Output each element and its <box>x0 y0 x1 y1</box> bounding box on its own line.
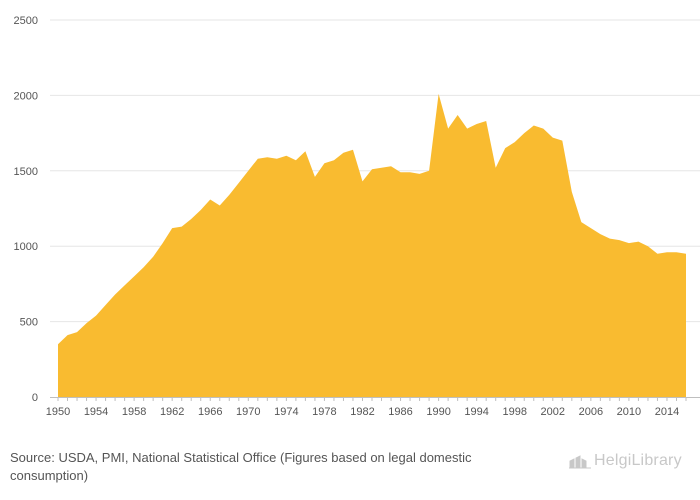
x-tick-label: 2010 <box>617 406 641 418</box>
x-tick-label: 2014 <box>655 406 679 418</box>
x-tick-label: 1950 <box>46 406 70 418</box>
y-tick-label: 2000 <box>14 90 38 102</box>
source-text: USDA, PMI, National Statistical Office (… <box>10 450 472 483</box>
x-tick-label: 1958 <box>122 406 146 418</box>
x-tick-label: 1994 <box>464 406 488 418</box>
y-tick-label: 1000 <box>14 241 38 253</box>
x-tick-label: 1990 <box>426 406 450 418</box>
source-note: Source: USDA, PMI, National Statistical … <box>10 449 550 485</box>
source-label: Source: <box>10 450 55 465</box>
x-tick-label: 2002 <box>541 406 565 418</box>
x-tick-label: 1954 <box>84 406 108 418</box>
x-tick-label: 1974 <box>274 406 298 418</box>
y-tick-label: 0 <box>32 392 38 404</box>
helgi-logo-icon <box>569 455 591 469</box>
axis-layer <box>50 397 700 401</box>
x-tick-label: 1982 <box>350 406 374 418</box>
x-tick-label: 1978 <box>312 406 336 418</box>
x-tick-label: 1986 <box>388 406 412 418</box>
consumption-area <box>58 93 686 397</box>
area-layer <box>58 93 686 397</box>
logo-text: HelgiLibrary <box>594 452 682 469</box>
x-tick-label: 1966 <box>198 406 222 418</box>
y-tick-label: 2500 <box>14 15 38 27</box>
y-tick-label: 1500 <box>14 166 38 178</box>
x-tick-label: 2006 <box>579 406 603 418</box>
label-layer: 0 500 1000 1500 2000 2500 1950 1954 1958 1962 1966… <box>14 15 680 418</box>
x-tick-label: 1962 <box>160 406 184 418</box>
chart-svg: 0 500 1000 1500 2000 2500 1950 1954 1958 1962 1966… <box>14 15 700 418</box>
y-tick-label: 500 <box>20 317 38 329</box>
x-tick-label: 1998 <box>502 406 526 418</box>
helgilibrary-logo: HelgiLibrary <box>568 452 682 472</box>
x-tick-label: 1970 <box>236 406 260 418</box>
